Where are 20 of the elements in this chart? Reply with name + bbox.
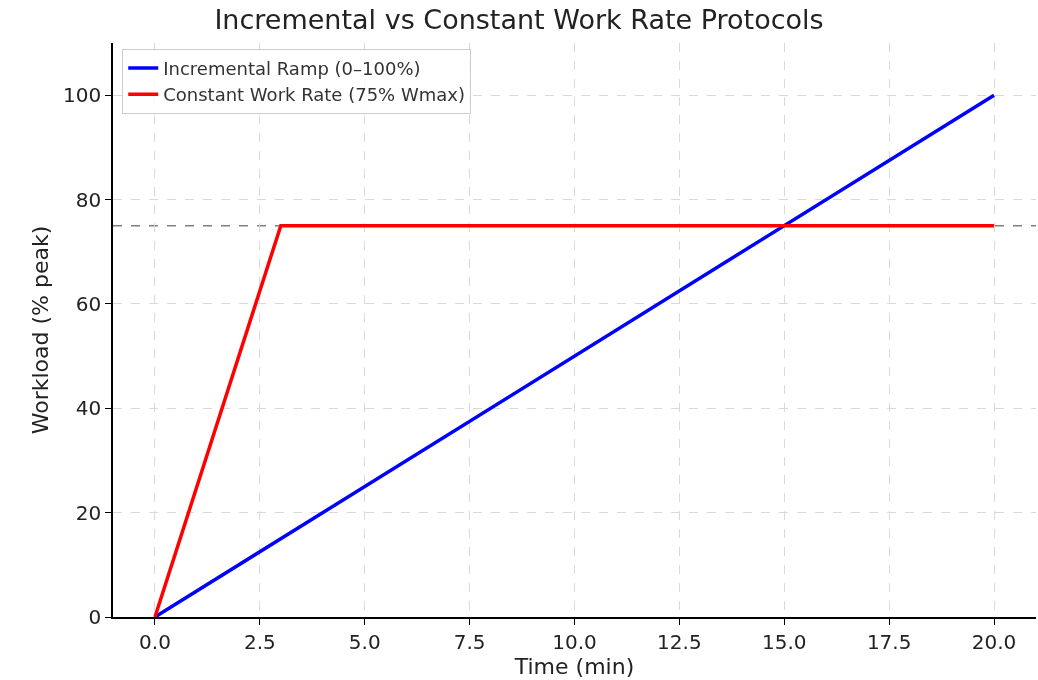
chart-title: Incremental vs Constant Work Rate Protocols [214,4,824,36]
x-tick-label: 10.0 [552,629,597,654]
x-tick-label: 12.5 [657,629,702,654]
y-tick-label: 20 [75,500,102,525]
x-tick-label: 0.0 [139,629,171,654]
x-axis-title: Time (min) [513,653,635,679]
y-tick-label: 40 [75,396,102,421]
x-tick-label: 2.5 [243,629,276,654]
x-tick-label: 20.0 [971,629,1017,654]
y-tick-label: 60 [75,291,102,316]
y-tick-label: 80 [75,187,102,212]
legend-label: Incremental Ramp (0–100%) [163,57,421,79]
x-tick-label: 17.5 [866,629,912,654]
legend-label: Constant Work Rate (75% Wmax) [163,84,465,106]
y-tick-label: 0 [88,605,102,629]
y-axis-title: Workload (% peak) [28,225,54,435]
y-tick-label: 100 [63,83,102,108]
x-tick-label: 7.5 [453,629,486,654]
x-tick-label: 15.0 [762,629,807,654]
x-tick-label: 5.0 [348,629,381,654]
